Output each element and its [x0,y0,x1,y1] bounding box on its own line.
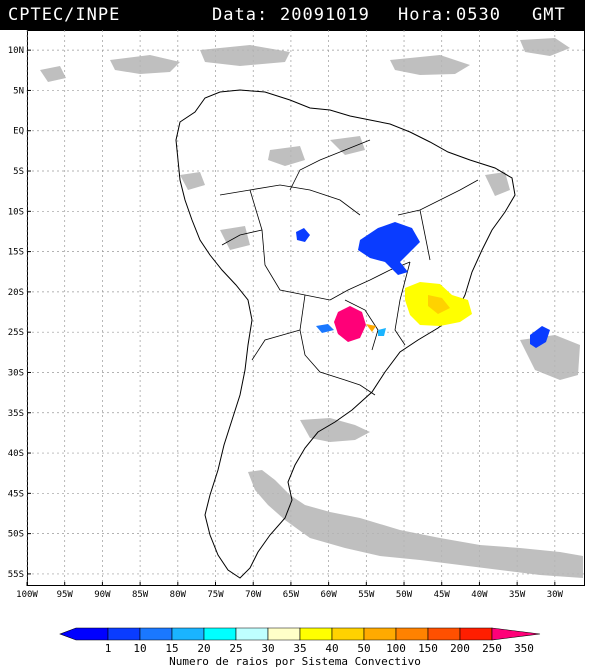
colorbar-tick-label: 20 [197,642,210,655]
lat-tick-label: 10N [8,46,24,56]
lon-tick-label: 85W [132,590,149,600]
lat-tick-label: 10S [8,207,24,217]
longitude-labels: 100W 95W 90W 85W 80W 75W 70W 65W 60W 55W 50W 45W 40W… [16,582,564,600]
cloud-amazon-2 [330,136,365,155]
colorbar-segment [203,627,237,641]
cloud-caribbean-1 [110,55,180,74]
date-label: Data: [212,5,269,25]
lat-tick-label: 45S [8,489,24,499]
cloud-caribbean-4 [520,38,570,56]
system-atlantic [530,326,550,348]
colorbar-tick-label: 35 [293,642,306,655]
south-america-outline [175,89,516,579]
colorbar-tick-label: 50 [357,642,370,655]
hour-label: Hora: [398,5,455,25]
cloud-pacific-1 [40,66,66,82]
cloud-cover [40,38,583,578]
lon-tick-label: 90W [94,590,111,600]
colorbar-segment [363,627,397,641]
lon-tick-label: 40W [471,590,488,600]
lon-tick-label: 75W [207,590,224,600]
lat-tick-label: 40S [8,449,24,459]
colorbar-title: Numero de raios por Sistema Convectivo [169,655,421,668]
colorbar-tick-label: 25 [229,642,242,655]
cloud-northeast [485,172,510,196]
colorbar-segment [139,627,173,641]
cloud-pacific-2 [180,172,205,190]
timezone-label: GMT [532,5,566,25]
colorbar-tick-label: 10 [133,642,146,655]
colorbar-tick-label: 30 [261,642,274,655]
system-misiones [378,328,386,336]
system-paraguay-west [316,324,334,333]
colorbar-tick-label: 200 [450,642,470,655]
colorbar-segment [59,627,109,641]
cloud-south-atlantic [300,418,370,442]
lat-tick-label: 20S [8,288,24,298]
hour-value: 0530 [456,5,501,25]
lat-tick-label: 5S [13,167,24,177]
lat-tick-label: 5N [13,86,24,96]
cloud-caribbean-2 [200,45,290,66]
colorbar-segment [331,627,365,641]
lon-tick-label: 55W [358,590,375,600]
colorbar-segment [459,627,493,641]
cloud-caribbean-3 [390,55,470,75]
cloud-east-atlantic [520,335,580,380]
lat-tick-label: 15S [8,248,24,258]
cloud-patagonia [248,470,583,578]
convective-systems [296,222,550,348]
lat-tick-label: 25S [8,328,24,338]
colorbar-segment [299,627,333,641]
graticule [26,30,585,586]
colorbar-tick-label: 1 [105,642,112,655]
lon-tick-label: 45W [434,590,451,600]
colorbar-tick-label: 350 [514,642,534,655]
lon-tick-label: 80W [170,590,187,600]
colorbar-tick-label: 15 [165,642,178,655]
system-paraguay-east [366,324,376,332]
colorbar-segment [171,627,205,641]
colorbar-tick-label: 40 [325,642,338,655]
lat-tick-label: 50S [8,530,24,540]
country-borders [219,139,479,396]
system-central-brazil [358,222,420,275]
source-label: CPTEC/INPE [8,5,121,25]
colorbar-segment [235,627,269,641]
lon-tick-label: 95W [57,590,74,600]
colorbar-segment [395,627,429,641]
colorbar-tick-label: 150 [418,642,438,655]
lon-tick-label: 50W [396,590,413,600]
map-header: CPTEC/INPE Data: 20091019 Hora: 0530 GMT [0,0,585,30]
colorbar-segment [107,627,141,641]
colorbar-segment [427,627,461,641]
lat-tick-label: EQ [13,127,24,137]
latitude-labels: 10N 5N EQ 5S 10S 15S 20S 25S 30S 35S 40S 45S 50S 55S [8,46,31,580]
cloud-amazon-1 [268,146,305,166]
lat-tick-label: 35S [8,409,24,419]
colorbar-tick-label: 100 [386,642,406,655]
colorbar: 1 10 15 20 25 30 35 40 50 100 150 200 250 350 [59,627,541,655]
lon-tick-label: 100W [16,590,38,600]
lon-tick-label: 70W [245,590,262,600]
colorbar-segment [267,627,301,641]
lat-tick-label: 30S [8,368,24,378]
system-southeast-core [428,295,450,314]
system-mato-grosso [296,228,310,242]
date-value: 20091019 [280,5,370,25]
lat-tick-label: 55S [8,570,24,580]
lon-tick-label: 65W [283,590,300,600]
lon-tick-label: 60W [320,590,337,600]
colorbar-segment [491,627,541,641]
colorbar-tick-label: 250 [482,642,502,655]
system-paraguay [334,306,366,342]
lon-tick-label: 35W [509,590,526,600]
lon-tick-label: 30W [547,590,564,600]
